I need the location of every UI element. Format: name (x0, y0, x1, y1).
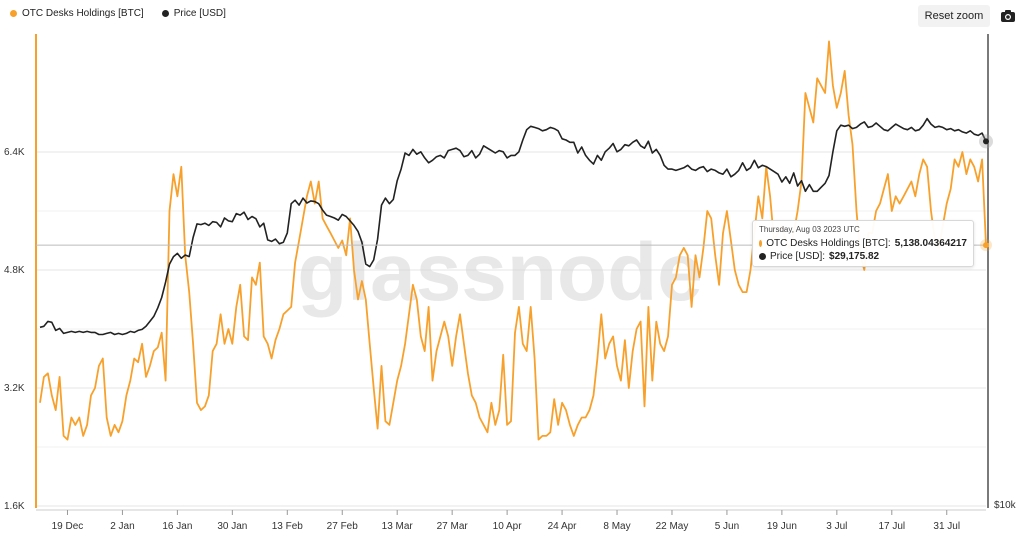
legend-item-holdings[interactable]: OTC Desks Holdings [BTC] (10, 8, 144, 19)
gridlines (35, 34, 989, 511)
y-tick-label-left: 4.8K (4, 265, 25, 276)
legend-holdings-label: OTC Desks Holdings [BTC] (22, 8, 144, 19)
tooltip-price-swatch (759, 253, 766, 260)
x-tick-label: 31 Jul (933, 521, 960, 532)
x-tick-label: 19 Dec (52, 521, 84, 532)
legend-price-swatch (161, 10, 169, 17)
tooltip-price-label: Price [USD]: (770, 251, 826, 262)
legend-item-price[interactable]: Price [USD] (161, 8, 226, 19)
y-axis-right: $10k (994, 500, 1017, 511)
chart-legend: OTC Desks Holdings [BTC] Price [USD] (10, 8, 226, 19)
legend-price-label: Price [USD] (173, 8, 226, 19)
x-axis: 19 Dec 2 Jan 16 Jan 30 Jan 13 Feb 27 Feb 13 Ma… (52, 510, 960, 532)
price-marker (983, 138, 989, 145)
x-tick-label: 22 May (656, 521, 689, 532)
x-tick-label: 30 Jan (217, 521, 247, 532)
x-tick-label: 2 Jan (110, 521, 134, 532)
x-tick-label: 13 Feb (272, 521, 304, 532)
legend-holdings-swatch (10, 10, 17, 17)
y-tick-label-left: 3.2K (4, 383, 25, 394)
x-tick-label: 19 Jun (767, 521, 797, 532)
x-tick-label: 5 Jun (715, 521, 739, 532)
y-tick-label-right: $10k (994, 500, 1017, 511)
tooltip-holdings-label: OTC Desks Holdings [BTC]: (766, 238, 891, 249)
holdings-marker (983, 242, 989, 249)
tooltip-date: Thursday, Aug 03 2023 UTC (759, 225, 860, 234)
holdings-series-line (39, 40, 987, 441)
y-tick-label-left: 1.6K (4, 501, 25, 512)
tooltip-price-value: $29,175.82 (829, 251, 880, 262)
x-tick-label: 17 Jul (878, 521, 905, 532)
tooltip-holdings-row: OTC Desks Holdings [BTC]: 5,138.04364217 (759, 237, 967, 250)
x-tick-label: 24 Apr (548, 521, 578, 532)
tooltip-holdings-swatch (759, 240, 763, 247)
chart-tooltip: Thursday, Aug 03 2023 UTC OTC Desks Hold… (752, 220, 974, 267)
x-tick-label: 16 Jan (162, 521, 192, 532)
x-tick-label: 10 Apr (493, 521, 523, 532)
tooltip-price-row: Price [USD]: $29,175.82 (759, 250, 967, 263)
y-tick-label-left: 6.4K (4, 147, 25, 158)
x-tick-label: 3 Jul (826, 521, 847, 532)
y-axis-left: 1.6K 3.2K 4.8K 6.4K (4, 147, 25, 512)
price-series-line (39, 117, 987, 336)
watermark: glassnode (297, 227, 703, 318)
camera-icon[interactable] (998, 6, 1018, 26)
reset-zoom-button[interactable]: Reset zoom (918, 5, 990, 27)
tooltip-holdings-value: 5,138.04364217 (894, 238, 967, 249)
x-tick-label: 27 Mar (437, 521, 469, 532)
x-tick-label: 8 May (603, 521, 630, 532)
x-tick-label: 13 Mar (382, 521, 414, 532)
x-tick-label: 27 Feb (327, 521, 359, 532)
